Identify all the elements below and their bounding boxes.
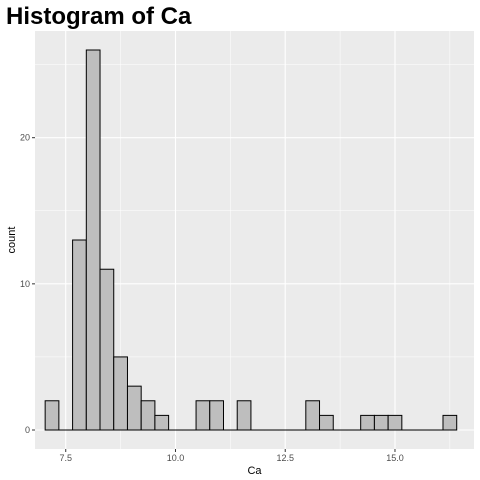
histogram-bar [113, 356, 128, 431]
histogram-bar [305, 400, 321, 431]
chart-title: Histogram of Ca [6, 3, 192, 30]
histogram-bar [360, 414, 375, 431]
histogram-bar [85, 49, 101, 431]
histogram-bar [195, 400, 211, 431]
y-axis-label: count [6, 227, 18, 254]
histogram-bar [154, 414, 170, 431]
histogram-bars [44, 49, 458, 431]
x-tick-label: 12.5 [276, 453, 294, 463]
histogram-bar [72, 239, 87, 431]
axis-ticks: 7.5 10.0 12.5 15.0 0 10 20 [20, 133, 404, 463]
histogram-bar [319, 414, 334, 431]
x-axis-label: Ca [247, 465, 262, 477]
histogram-bar [373, 414, 389, 431]
y-tick-label: 10 [20, 279, 30, 289]
histogram-bar [44, 400, 60, 431]
grid-lines [35, 31, 474, 449]
histogram-bar [99, 268, 115, 431]
x-tick-label: 10.0 [167, 453, 185, 463]
y-tick-label: 0 [25, 425, 30, 435]
histogram-bar [387, 414, 403, 431]
histogram-bar [236, 400, 252, 431]
histogram-bar [442, 414, 458, 431]
histogram-bar [140, 400, 156, 431]
x-tick-label: 7.5 [59, 453, 72, 463]
histogram-bar [126, 385, 142, 431]
y-tick-label: 20 [20, 133, 30, 143]
x-tick-label: 15.0 [386, 453, 404, 463]
histogram-bar [209, 400, 224, 431]
